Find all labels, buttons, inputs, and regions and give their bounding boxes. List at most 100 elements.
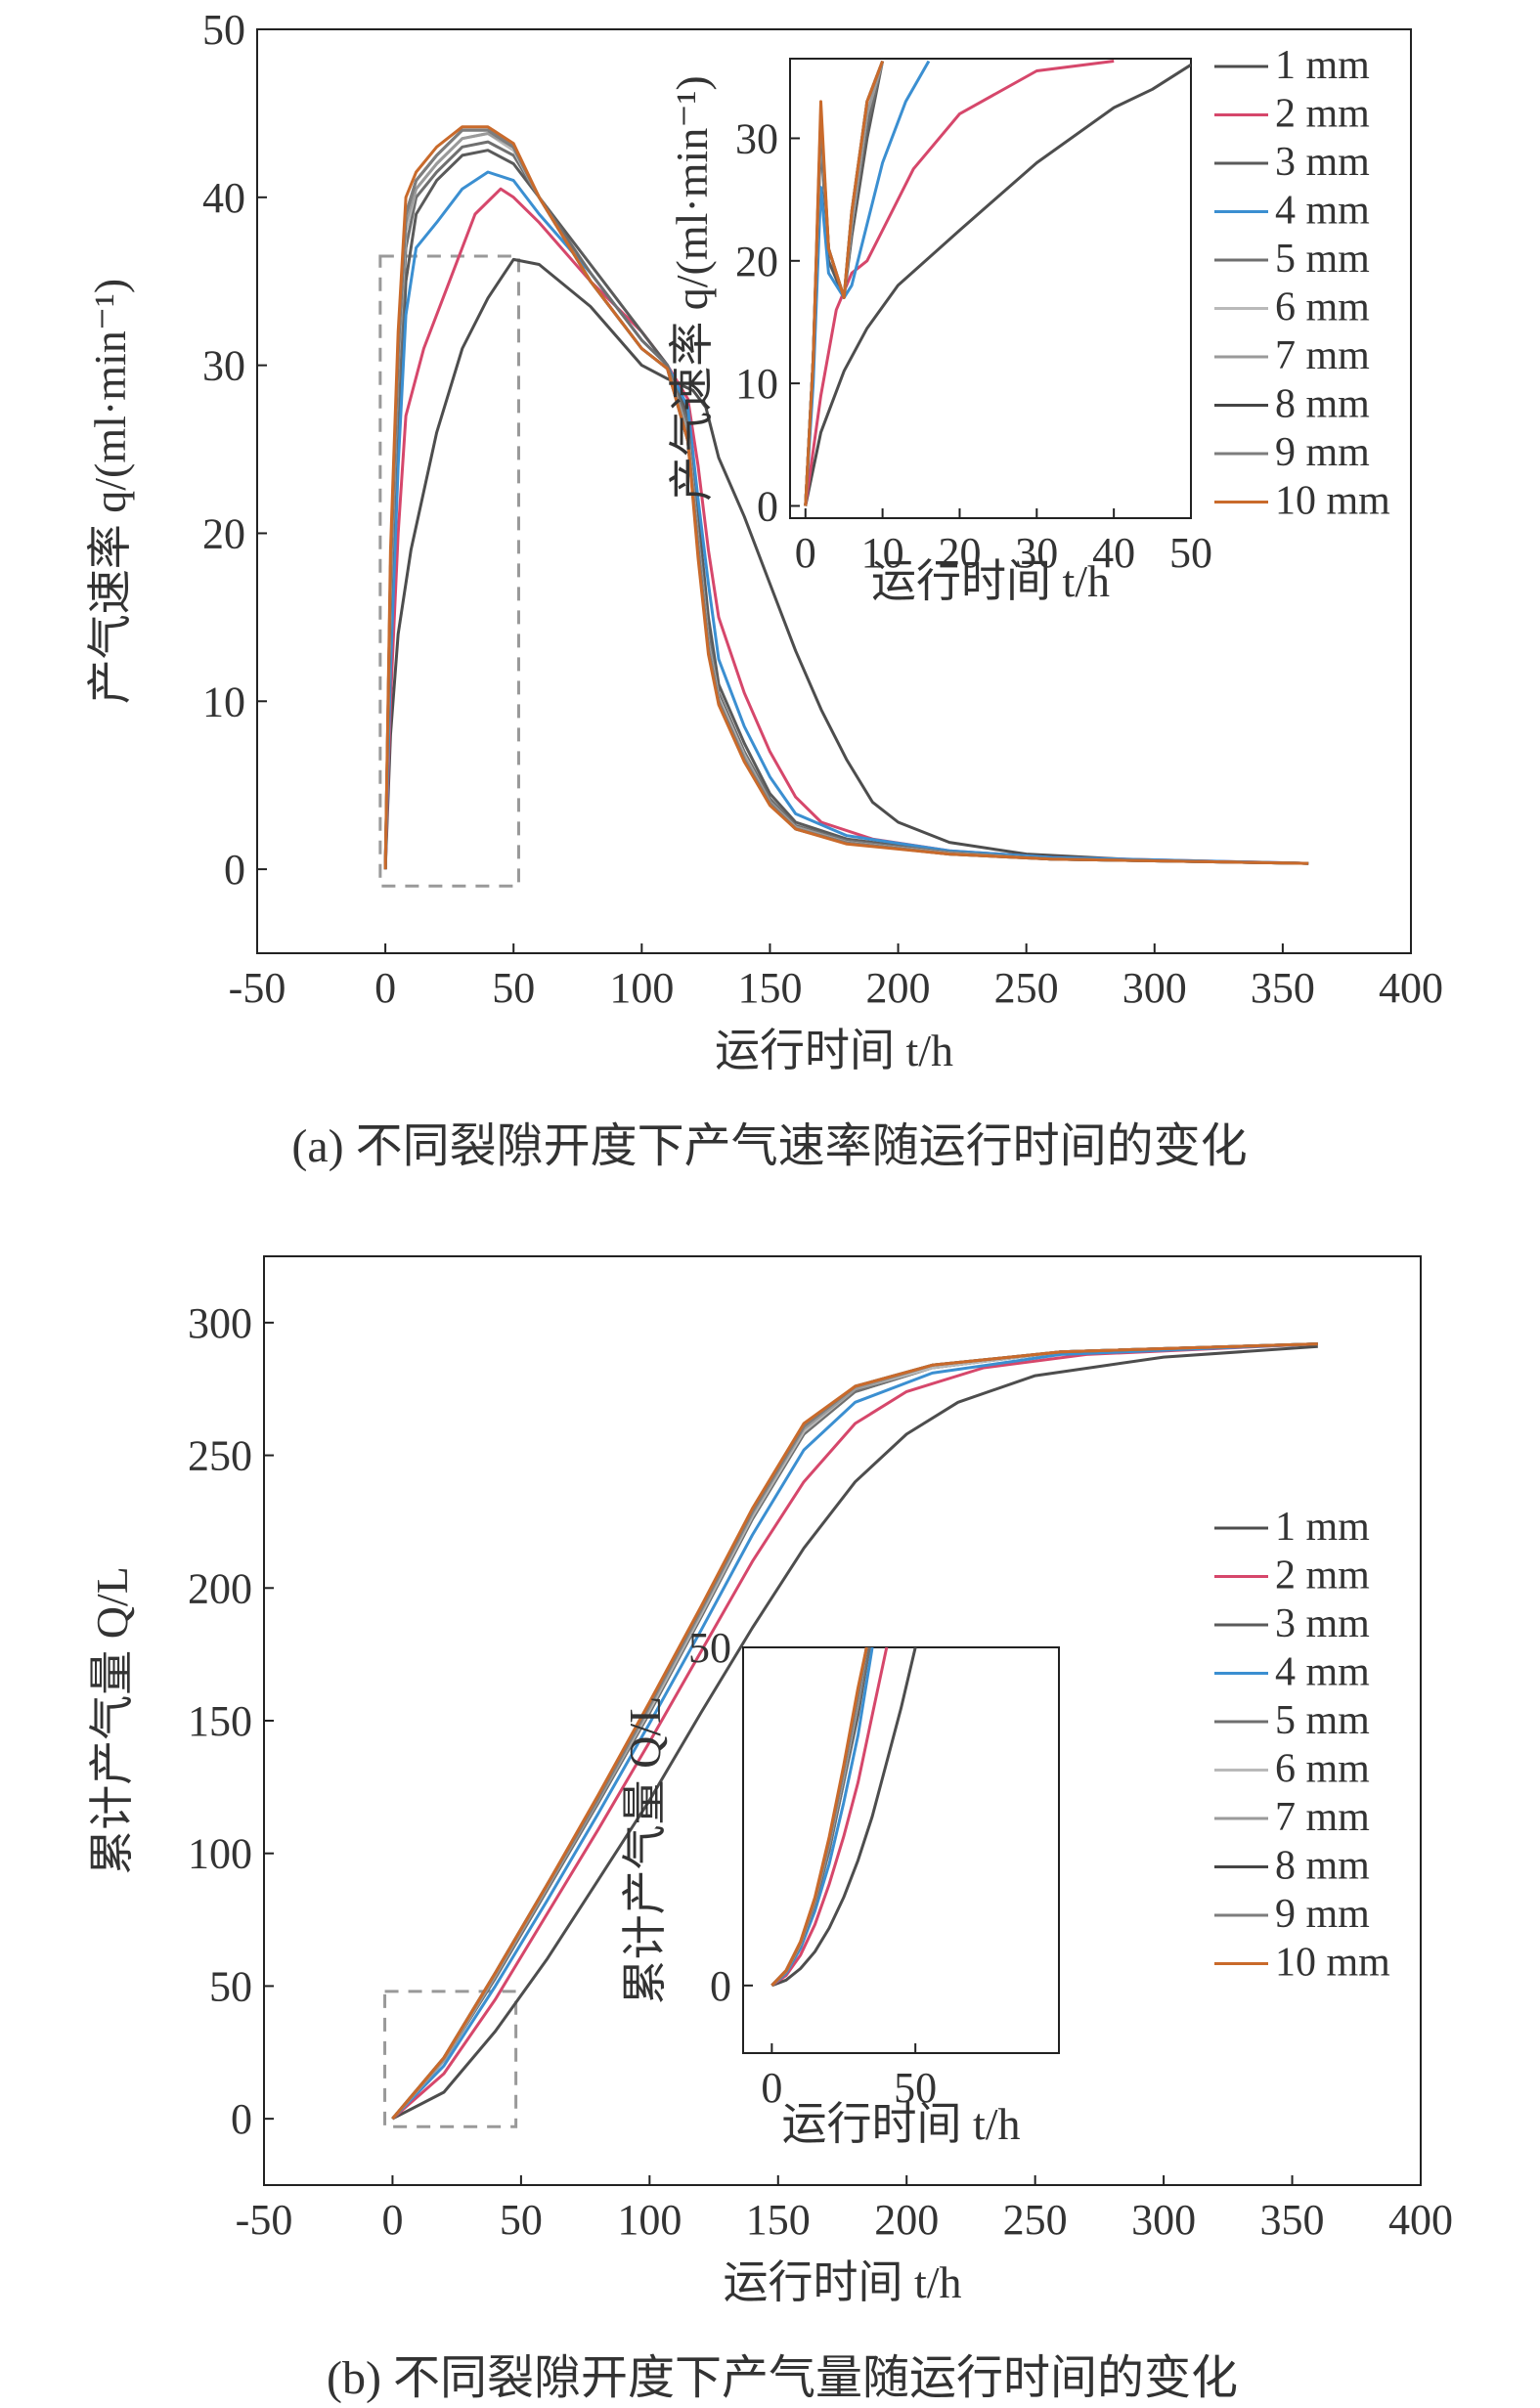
a-inset-legend-label: 10 mm — [1275, 479, 1390, 524]
b-inset-xtick-label: 50 — [894, 2064, 937, 2112]
b-main-xtick-label: 200 — [874, 2196, 939, 2244]
b-main-ylabel: 累计产气量 Q/L — [87, 1566, 137, 1875]
a-main-series-10mm — [383, 125, 1309, 870]
a-inset-series-1mm — [804, 64, 1191, 506]
b-main-xtick-label: 400 — [1388, 2196, 1453, 2244]
a-inset-ytick-label: 30 — [735, 114, 778, 162]
b-inset-legend-label: 3 mm — [1275, 1601, 1370, 1646]
a-inset-xtick-label: 20 — [938, 529, 981, 577]
a-main-xtick-label: 350 — [1251, 964, 1315, 1012]
a-main-ytick-label: 0 — [224, 846, 245, 894]
a-main-ytick-label: 30 — [202, 342, 245, 390]
a-inset-xtick-label: 10 — [861, 529, 904, 577]
a-inset-series-2mm — [804, 60, 1115, 506]
b-inset-xtick-label: 0 — [761, 2064, 782, 2112]
b-inset-ytick-label: 0 — [710, 1962, 731, 2010]
a-inset-legend-label: 6 mm — [1275, 285, 1370, 330]
b-inset-plot-frame — [742, 1646, 1060, 2054]
b-main-series-10mm — [391, 1342, 1318, 2121]
a-inset-xtick-label: 30 — [1015, 529, 1058, 577]
a-inset-legend-label: 8 mm — [1275, 382, 1370, 427]
a-main-xtick-label: 250 — [994, 964, 1059, 1012]
a-inset-ytick-label: 0 — [757, 482, 778, 530]
b-main-ytick-label: 0 — [231, 2095, 252, 2143]
b-inset-legend-label: 2 mm — [1275, 1554, 1370, 1598]
b-main-ytick-label: 100 — [188, 1830, 252, 1878]
b-main-xlabel: 运行时间 t/h — [723, 2257, 961, 2307]
b-inset-series-2mm — [770, 1647, 889, 1988]
b-main-series-4mm — [391, 1342, 1318, 2121]
a-main-ytick-label: 50 — [202, 6, 245, 54]
b-inset-ylabel: 累计产气量 Q/L — [620, 1696, 670, 2005]
a-main-ytick-label: 40 — [202, 174, 245, 222]
panel-b: -50 0 50 100 150 200 250 300 350 400 0 50 100 150 200 2… — [87, 1255, 1453, 2307]
a-inset-plot-frame — [789, 58, 1192, 519]
a-main-series-group — [383, 125, 1309, 870]
b-main-xtick-label: 350 — [1260, 2196, 1325, 2244]
b-main-xtick-label: 0 — [381, 2196, 403, 2244]
b-main-series-1mm — [391, 1344, 1318, 2121]
caption-a: (a) 不同裂隙开度下产气速率随运行时间的变化 — [291, 1120, 1247, 1172]
a-inset-series-group — [804, 60, 1191, 506]
a-main-xlabel: 运行时间 t/h — [715, 1026, 953, 1075]
a-main-ytick-label: 20 — [202, 509, 245, 557]
a-inset-legend-label: 4 mm — [1275, 189, 1370, 234]
b-main-xtick-label: -50 — [236, 2196, 293, 2244]
a-main-series-1mm — [383, 257, 1309, 870]
b-main-xtick-label: 150 — [746, 2196, 811, 2244]
b-inset-legend-label: 6 mm — [1275, 1747, 1370, 1792]
panel-a: -50 0 50 100 150 200 250 300 350 40001020304050运行… — [85, 6, 1443, 1075]
a-main-zoom-box — [378, 254, 520, 888]
b-main-xtick-label: 250 — [1003, 2196, 1068, 2244]
a-inset-legend-label: 1 mm — [1275, 43, 1370, 88]
a-main-series-5mm — [383, 140, 1309, 870]
b-main-series-group — [391, 1342, 1318, 2121]
b-inset-series-10mm — [770, 1647, 868, 1987]
b-inset-legend-label: 1 mm — [1275, 1505, 1370, 1550]
a-main-xtick-label: 100 — [609, 964, 674, 1012]
b-main-xtick-label: 50 — [500, 2196, 543, 2244]
b-main-ytick-label: 50 — [209, 1962, 252, 2010]
b-inset-legend-label: 10 mm — [1275, 1941, 1390, 1986]
a-inset-ylabel: 产气速率 q/(ml·min⁻¹) — [667, 75, 717, 501]
b-main-xtick-label: 300 — [1131, 2196, 1196, 2244]
a-main-xtick-label: -50 — [229, 964, 286, 1012]
a-inset-legend-label: 5 mm — [1275, 237, 1370, 282]
a-main-xtick-label: 0 — [374, 964, 396, 1012]
a-main-xtick-label: 150 — [737, 964, 802, 1012]
a-main-xtick-label: 200 — [866, 964, 931, 1012]
a-inset-legend-label: 2 mm — [1275, 92, 1370, 137]
b-main-ytick-label: 200 — [188, 1564, 252, 1612]
a-main-chart: -50 0 50 100 150 200 250 300 350 40001020304050运行… — [85, 6, 1443, 1075]
b-inset-legend-label: 8 mm — [1275, 1844, 1370, 1889]
b-main-zoom-box — [383, 1990, 518, 2128]
b-inset-ytick-label: 50 — [688, 1624, 731, 1672]
b-inset-series-group — [770, 1647, 917, 1988]
a-main-xtick-label: 50 — [492, 964, 535, 1012]
a-main-ytick-label: 10 — [202, 678, 245, 725]
a-inset-legend-label: 9 mm — [1275, 430, 1370, 475]
b-main-ytick-label: 300 — [188, 1299, 252, 1347]
a-main-xtick-label: 400 — [1379, 964, 1443, 1012]
a-inset-legend-label: 3 mm — [1275, 140, 1370, 185]
a-inset-ytick-label: 10 — [735, 360, 778, 408]
caption-b: (b) 不同裂隙开度下产气量随运行时间的变化 — [327, 2352, 1238, 2404]
b-inset-legend-label: 9 mm — [1275, 1892, 1370, 1937]
a-main-series-3mm — [383, 149, 1309, 870]
b-main-ytick-label: 250 — [188, 1432, 252, 1480]
a-inset-xtick-label: 40 — [1092, 529, 1135, 577]
a-inset-xtick-label: 50 — [1169, 529, 1212, 577]
b-main-ytick-label: 150 — [188, 1697, 252, 1745]
b-main-xtick-label: 100 — [617, 2196, 682, 2244]
a-inset-xlabel: 运行时间 t/h — [871, 556, 1110, 606]
a-main-xtick-label: 300 — [1122, 964, 1187, 1012]
b-inset-legend-label: 4 mm — [1275, 1650, 1370, 1695]
b-inset-legend-label: 5 mm — [1275, 1698, 1370, 1743]
b-inset-series-1mm — [770, 1647, 917, 1988]
a-inset-ytick-label: 20 — [735, 238, 778, 285]
